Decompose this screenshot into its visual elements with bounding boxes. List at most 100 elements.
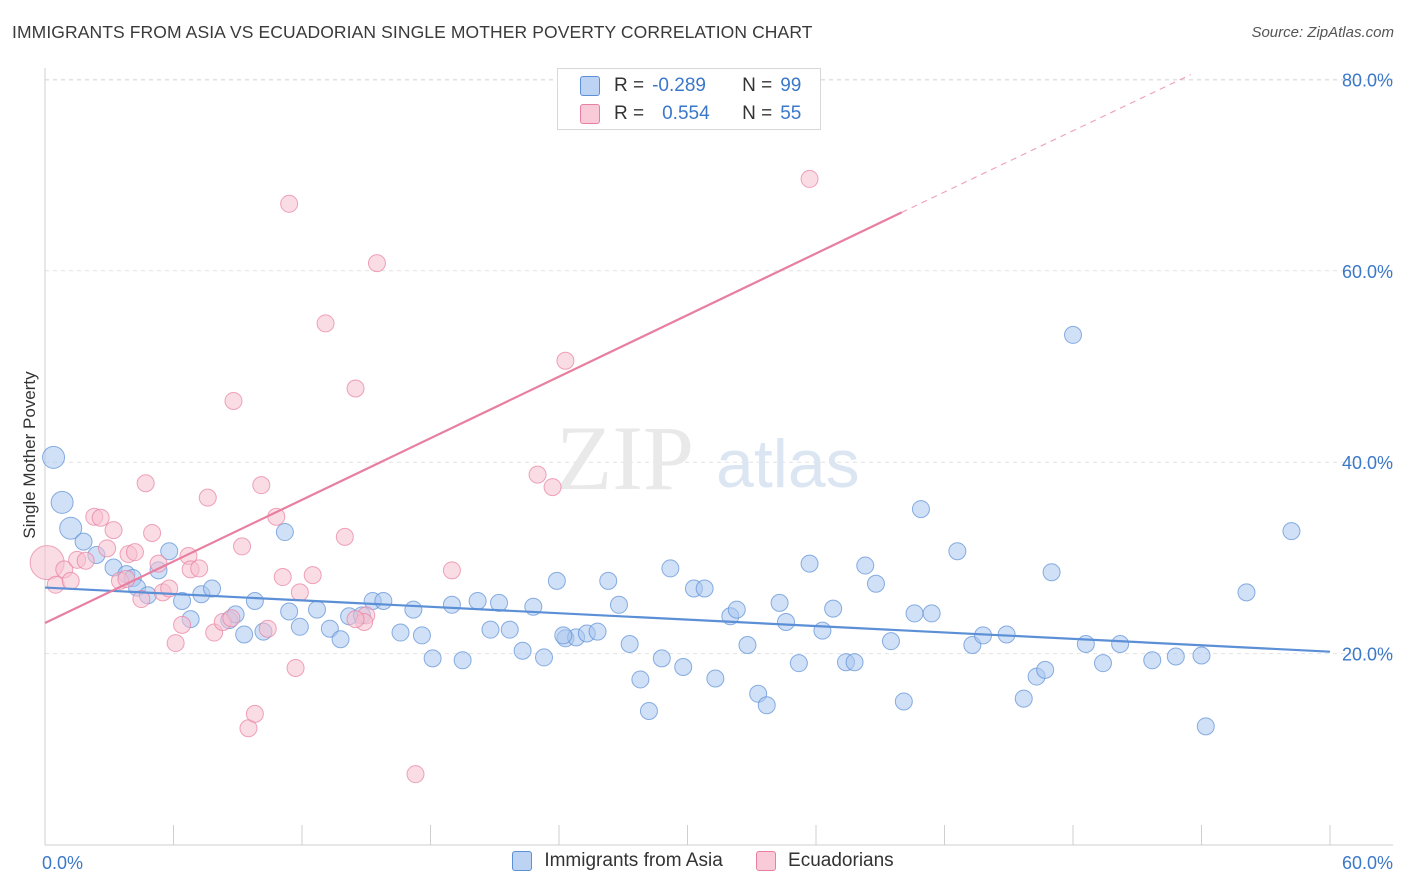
point-asia (173, 591, 192, 610)
point-ecuadorians (104, 521, 123, 540)
point-asia (500, 620, 519, 639)
point-asia (554, 626, 573, 645)
point-ecuadorians (222, 609, 241, 628)
legend-swatch-asia (512, 851, 533, 871)
point-asia (59, 516, 83, 540)
point-asia (1042, 563, 1061, 582)
point-asia (547, 571, 566, 590)
point-ecuadorians (286, 658, 305, 677)
point-asia (609, 595, 628, 614)
point-asia (738, 635, 757, 654)
stats-r-value: 0.554 (662, 103, 710, 124)
watermark-zip: ZIP (556, 407, 694, 509)
point-ecuadorians (528, 465, 547, 484)
point-ecuadorians (290, 583, 309, 602)
point-asia (789, 654, 808, 673)
trend-lines (44, 74, 1331, 653)
point-asia (442, 595, 461, 614)
point-ecuadorians (252, 476, 271, 495)
point-asia (911, 500, 930, 519)
grid (45, 78, 1393, 655)
point-ecuadorians (166, 634, 185, 653)
point-asia (824, 599, 843, 618)
point-asia (631, 670, 650, 689)
point-asia (404, 600, 423, 619)
stats-legend: R = -0.289 N = 99 R = 0.554 N = 55 (557, 68, 821, 130)
point-asia (50, 490, 74, 514)
stats-row-ecuadorians: R = 0.554 N = 55 (580, 101, 801, 127)
point-ecuadorians (543, 478, 562, 497)
point-ecuadorians (76, 551, 95, 570)
point-ecuadorians (367, 254, 386, 273)
stats-swatch-ecuadorians (580, 104, 600, 124)
point-ecuadorians (136, 474, 155, 493)
point-asia (1237, 583, 1256, 602)
point-ecuadorians (346, 610, 365, 629)
point-asia (235, 625, 254, 644)
trend-line-asia (44, 586, 1331, 653)
point-asia (331, 630, 350, 649)
point-asia (160, 542, 179, 561)
point-ecuadorians (224, 391, 243, 410)
point-asia (1064, 325, 1082, 344)
stats-n-label: N = (742, 103, 773, 124)
stats-row-asia: R = -0.289 N = 99 (580, 73, 801, 99)
y-tick-label: 80.0% (1342, 70, 1393, 90)
y-tick-label: 20.0% (1342, 645, 1393, 665)
stats-swatch-asia (580, 76, 600, 96)
point-asia (1093, 654, 1112, 673)
point-ecuadorians (125, 543, 144, 562)
point-asia (661, 559, 680, 578)
legend-item-asia: Immigrants from Asia (512, 850, 723, 872)
point-asia (706, 669, 725, 688)
y-axis-title: Single Mother Poverty (20, 371, 39, 539)
point-ecuadorians (198, 488, 217, 507)
point-asia (770, 593, 789, 612)
stats-n-value: 99 (780, 75, 802, 96)
point-ecuadorians (800, 169, 819, 188)
point-asia (1282, 522, 1301, 541)
x-tick-label: 0.0% (42, 853, 83, 873)
point-ecuadorians (61, 571, 80, 590)
point-asia (652, 649, 671, 668)
stats-n-value: 55 (780, 103, 802, 124)
legend-swatch-ecuadorians (756, 851, 777, 871)
point-asia (374, 591, 393, 610)
point-asia (1166, 647, 1185, 666)
point-asia (74, 532, 93, 551)
point-asia (1143, 651, 1162, 670)
point-asia (599, 571, 618, 590)
watermark: ZIP atlas (556, 407, 860, 509)
stats-r-label: R = (614, 75, 645, 96)
point-ecuadorians (335, 527, 354, 546)
point-ecuadorians (91, 508, 110, 527)
point-asia (490, 593, 509, 612)
point-asia (800, 554, 819, 573)
point-ecuadorians (46, 575, 65, 594)
trend-line-ecuadorians (44, 211, 903, 624)
point-ecuadorians (190, 559, 209, 578)
source-label: Source: ZipAtlas.com (1251, 24, 1394, 41)
point-asia (453, 651, 472, 670)
point-ecuadorians (258, 619, 277, 638)
point-asia (1014, 689, 1033, 708)
point-ecuadorians (406, 765, 425, 784)
point-ecuadorians (267, 507, 286, 526)
tick-labels: 20.0% 40.0% 60.0% 80.0% 0.0% 60.0% Single Moth… (20, 70, 1393, 873)
point-asia (813, 621, 832, 640)
point-asia (42, 445, 66, 469)
point-asia (894, 692, 913, 711)
point-asia (245, 591, 264, 610)
stats-n-label: N = (742, 75, 773, 96)
x-tick-label: 60.0% (1342, 853, 1393, 873)
legend-label-ecuadorians: Ecuadorians (788, 850, 894, 871)
point-ecuadorians (132, 590, 151, 609)
trend-line-ecuadorians-extension (901, 74, 1192, 213)
y-tick-label: 60.0% (1342, 262, 1393, 282)
point-asia (307, 600, 326, 619)
point-asia (290, 617, 309, 636)
point-asia (1111, 635, 1130, 654)
point-asia (777, 613, 796, 632)
point-asia (481, 620, 500, 639)
